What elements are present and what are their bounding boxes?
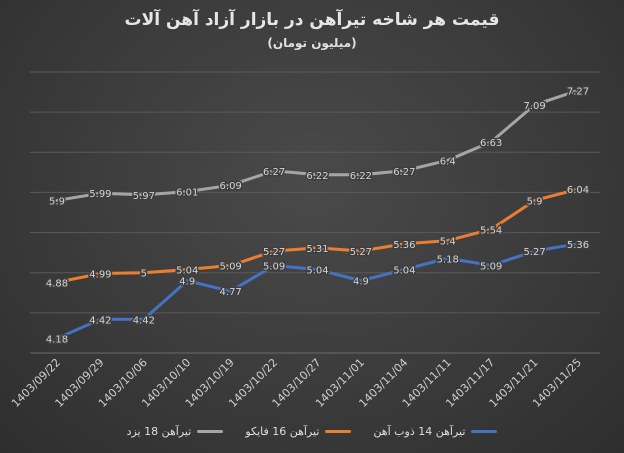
data-label-series-3: 6.09 xyxy=(220,181,242,192)
data-label-series-3: 5.99 xyxy=(89,189,111,200)
data-label-series-1: 4.77 xyxy=(220,287,242,298)
data-label-series-2: 5.54 xyxy=(480,225,502,236)
data-label-series-2: 5.4 xyxy=(440,237,456,248)
data-label-series-3: 6.01 xyxy=(176,188,198,199)
legend-swatch-series-1 xyxy=(471,430,498,433)
data-label-series-3: 6.22 xyxy=(306,171,328,182)
legend-item-series-2: تیرآهن 16 فایکو xyxy=(245,425,352,438)
data-label-series-3: 6.27 xyxy=(393,167,415,178)
data-label-series-2: 5 xyxy=(141,269,147,280)
legend-item-series-3: تیرآهن 18 یزد xyxy=(127,425,224,438)
data-label-series-1: 5.18 xyxy=(437,254,459,265)
data-label-series-1: 4.42 xyxy=(89,315,111,326)
legend-label-series-3: تیرآهن 18 یزد xyxy=(126,425,192,438)
data-label-series-1: 5.04 xyxy=(393,266,415,277)
data-label-series-1: 4.42 xyxy=(133,315,155,326)
data-label-series-1: 4.9 xyxy=(353,277,369,288)
data-label-series-1: 5.36 xyxy=(567,240,589,251)
data-label-series-1: 5.09 xyxy=(263,261,285,272)
data-label-series-2: 4.99 xyxy=(89,270,111,281)
legend: تیرآهن 14 ذوب آهن تیرآهن 16 فایکو تیرآهن… xyxy=(0,425,624,438)
data-label-series-3: 6.27 xyxy=(263,167,285,178)
data-label-series-1: 5.09 xyxy=(480,261,502,272)
data-label-series-1: 4.9 xyxy=(179,277,195,288)
data-label-series-3: 7.27 xyxy=(567,86,589,97)
data-label-series-3: 6.63 xyxy=(480,138,502,149)
legend-label-series-1: تیرآهن 14 ذوب آهن xyxy=(373,425,466,438)
legend-label-series-2: تیرآهن 16 فایکو xyxy=(245,425,320,438)
series-line-1 xyxy=(55,242,580,341)
series-line-3 xyxy=(55,88,580,202)
data-label-series-3: 5.9 xyxy=(49,196,65,207)
data-label-series-2: 5.04 xyxy=(176,266,198,277)
series-line-2 xyxy=(55,187,580,284)
data-label-series-2: 5.9 xyxy=(527,196,543,207)
legend-swatch-series-3 xyxy=(197,430,224,433)
chart-title: قیمت هر شاخه تیرآهن در بازار آزاد آهن آل… xyxy=(124,10,500,30)
data-label-series-3: 7.09 xyxy=(523,101,545,112)
data-label-series-1: 5.04 xyxy=(306,266,328,277)
chart-subtitle: (میلیون تومان) xyxy=(267,36,357,50)
data-label-series-2: 5.31 xyxy=(306,244,328,255)
data-label-series-3: 6.4 xyxy=(440,156,456,167)
legend-swatch-series-2 xyxy=(325,430,352,433)
data-label-series-2: 5.27 xyxy=(350,247,372,258)
data-label-series-3: 6.22 xyxy=(350,171,372,182)
data-label-series-2: 5.09 xyxy=(220,261,242,272)
data-label-series-2: 5.27 xyxy=(263,247,285,258)
data-label-series-2: 6.04 xyxy=(567,185,589,196)
legend-item-series-1: تیرآهن 14 ذوب آهن xyxy=(373,425,498,438)
data-label-series-2: 5.36 xyxy=(393,240,415,251)
data-label-series-3: 5.97 xyxy=(133,191,155,202)
data-label-series-1: 4.18 xyxy=(46,335,68,346)
data-label-series-2: 4.88 xyxy=(46,278,68,289)
data-label-series-1: 5.27 xyxy=(523,247,545,258)
